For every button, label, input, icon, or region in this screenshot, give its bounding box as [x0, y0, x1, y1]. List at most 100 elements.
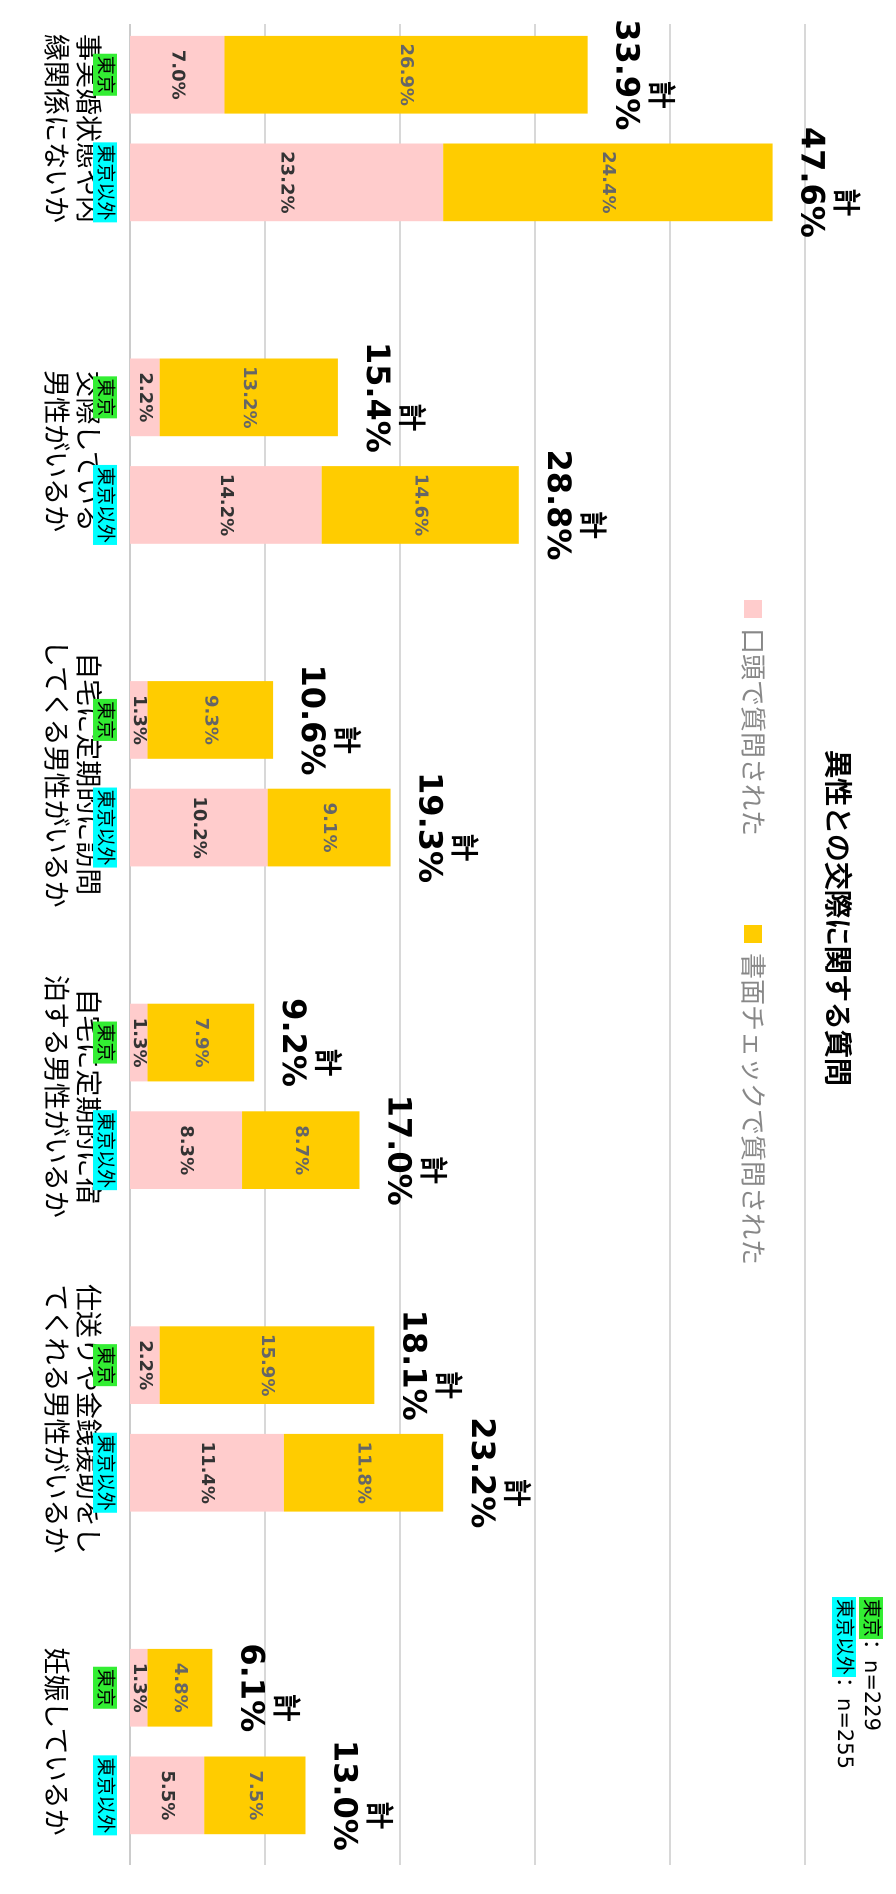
total-label: 10.6%: [294, 664, 332, 775]
total-label: 6.1%: [233, 1643, 271, 1732]
legend-label: 書面チェックで質問された: [737, 953, 767, 1265]
total-prefix: 計: [311, 1049, 344, 1077]
group-tag: 東京以外: [834, 1599, 856, 1675]
group-tag: 東京: [95, 1024, 117, 1062]
group-tag-bg: [93, 787, 117, 868]
bar-segment: [129, 1111, 243, 1190]
total-prefix: 計: [269, 1694, 302, 1722]
value-label: 2.2%: [135, 1340, 156, 1390]
value-label: 5.5%: [157, 1770, 178, 1820]
group-tag-bg: [93, 698, 117, 741]
group-tag-bg: [859, 1597, 883, 1640]
bar-segment: [130, 466, 322, 544]
sample-size: ：n=255: [833, 1677, 857, 1769]
group-tag: 東京以外: [95, 1435, 117, 1511]
bar-segment: [130, 1433, 284, 1512]
total-label: 19.3%: [412, 772, 450, 883]
value-label: 26.9%: [396, 44, 417, 106]
bar-segment: [130, 358, 160, 437]
total-prefix: 計: [363, 1801, 396, 1829]
group-tag: 東京以外: [95, 1757, 117, 1833]
total-label: 23.2%: [464, 1417, 502, 1528]
bar-segment: [129, 681, 148, 759]
group-tag-bg: [93, 1110, 117, 1191]
total-prefix: 計: [448, 834, 481, 862]
value-label: 8.3%: [176, 1125, 197, 1175]
bar-segment: [130, 1756, 205, 1835]
legend-swatch: [744, 925, 762, 943]
group-tag-bg: [93, 1666, 117, 1709]
bar-segment: [267, 788, 391, 867]
total-prefix: 計: [431, 1371, 464, 1399]
bar-segment: [242, 1111, 360, 1190]
value-label: 24.4%: [598, 151, 619, 213]
value-label: 9.3%: [200, 695, 221, 745]
bar-segment: [130, 788, 268, 867]
bar-segment: [204, 1756, 306, 1835]
value-label: 10.2%: [189, 796, 210, 858]
value-label: 7.0%: [167, 50, 188, 100]
value-label: 2.2%: [135, 372, 156, 422]
value-label: 11.8%: [354, 1442, 375, 1504]
value-label: 23.2%: [277, 151, 298, 213]
bar-segment: [224, 35, 588, 114]
total-prefix: 計: [830, 188, 863, 216]
value-label: 11.4%: [197, 1442, 218, 1504]
value-label: 7.9%: [191, 1018, 212, 1068]
bar-segment: [283, 1433, 444, 1512]
total-prefix: 計: [330, 726, 363, 754]
total-label: 33.9%: [609, 19, 647, 130]
total-label: 17.0%: [381, 1095, 419, 1206]
value-label: 7.5%: [245, 1770, 266, 1820]
group-tag: 東京: [95, 1669, 117, 1707]
legend-label: 口頭で質問された: [737, 628, 767, 836]
bar-segment: [159, 358, 338, 437]
group-tag: 東京: [95, 701, 117, 739]
legend-swatch: [744, 600, 762, 618]
group-tag-bg: [93, 376, 117, 419]
bar-segment: [130, 35, 225, 114]
group-tag: 東京: [95, 1346, 117, 1384]
rotated-chart: 異性との交際に関する質問 口頭で質問された書面チェックで質問された事実婚状態や内…: [40, 19, 884, 1865]
value-label: 14.6%: [410, 474, 431, 536]
bar-segment: [129, 1003, 148, 1082]
group-tag-bg: [832, 1597, 856, 1678]
group-tag-bg: [93, 53, 117, 96]
group-tag: 東京以外: [95, 790, 117, 866]
bar-segment: [159, 1326, 375, 1405]
total-label: 18.1%: [395, 1310, 433, 1421]
group-tag-bg: [93, 464, 117, 545]
value-label: 8.7%: [291, 1125, 312, 1175]
value-label: 1.3%: [129, 695, 150, 745]
group-tag: 東京: [861, 1599, 883, 1637]
value-label: 1.3%: [129, 1018, 150, 1068]
total-prefix: 計: [576, 511, 609, 539]
value-label: 1.3%: [129, 1663, 150, 1713]
value-label: 4.8%: [170, 1663, 191, 1713]
bar-segment: [129, 1648, 148, 1727]
total-label: 15.4%: [359, 342, 397, 453]
value-label: 15.9%: [257, 1334, 278, 1396]
group-tag-bg: [93, 1021, 117, 1064]
group-tag: 東京以外: [95, 144, 117, 220]
category-label: 男性がいるか: [40, 370, 71, 532]
category-label: 妊娠しているか: [40, 1647, 71, 1835]
value-label: 14.2%: [216, 474, 237, 536]
sample-size: ：n=229: [860, 1639, 884, 1731]
group-tag-bg: [93, 1432, 117, 1513]
bar-segment: [147, 1648, 213, 1727]
bar-segment: [443, 143, 773, 222]
group-tag: 東京: [95, 56, 117, 94]
category-label: 縁関係にないか: [40, 34, 71, 223]
bar-segment: [147, 681, 274, 759]
value-label: 13.2%: [239, 366, 260, 428]
value-label: 9.1%: [319, 803, 340, 853]
group-tag-bg: [93, 142, 117, 223]
chart-title: 異性との交際に関する質問: [821, 750, 854, 1086]
group-tag: 東京以外: [95, 467, 117, 543]
total-prefix: 計: [500, 1479, 533, 1507]
bar-segment: [321, 466, 519, 544]
total-label: 13.0%: [327, 1740, 365, 1851]
total-label: 28.8%: [540, 449, 578, 560]
